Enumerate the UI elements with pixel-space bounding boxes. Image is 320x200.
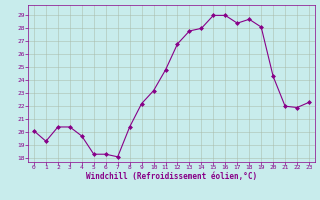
X-axis label: Windchill (Refroidissement éolien,°C): Windchill (Refroidissement éolien,°C) bbox=[86, 172, 257, 181]
